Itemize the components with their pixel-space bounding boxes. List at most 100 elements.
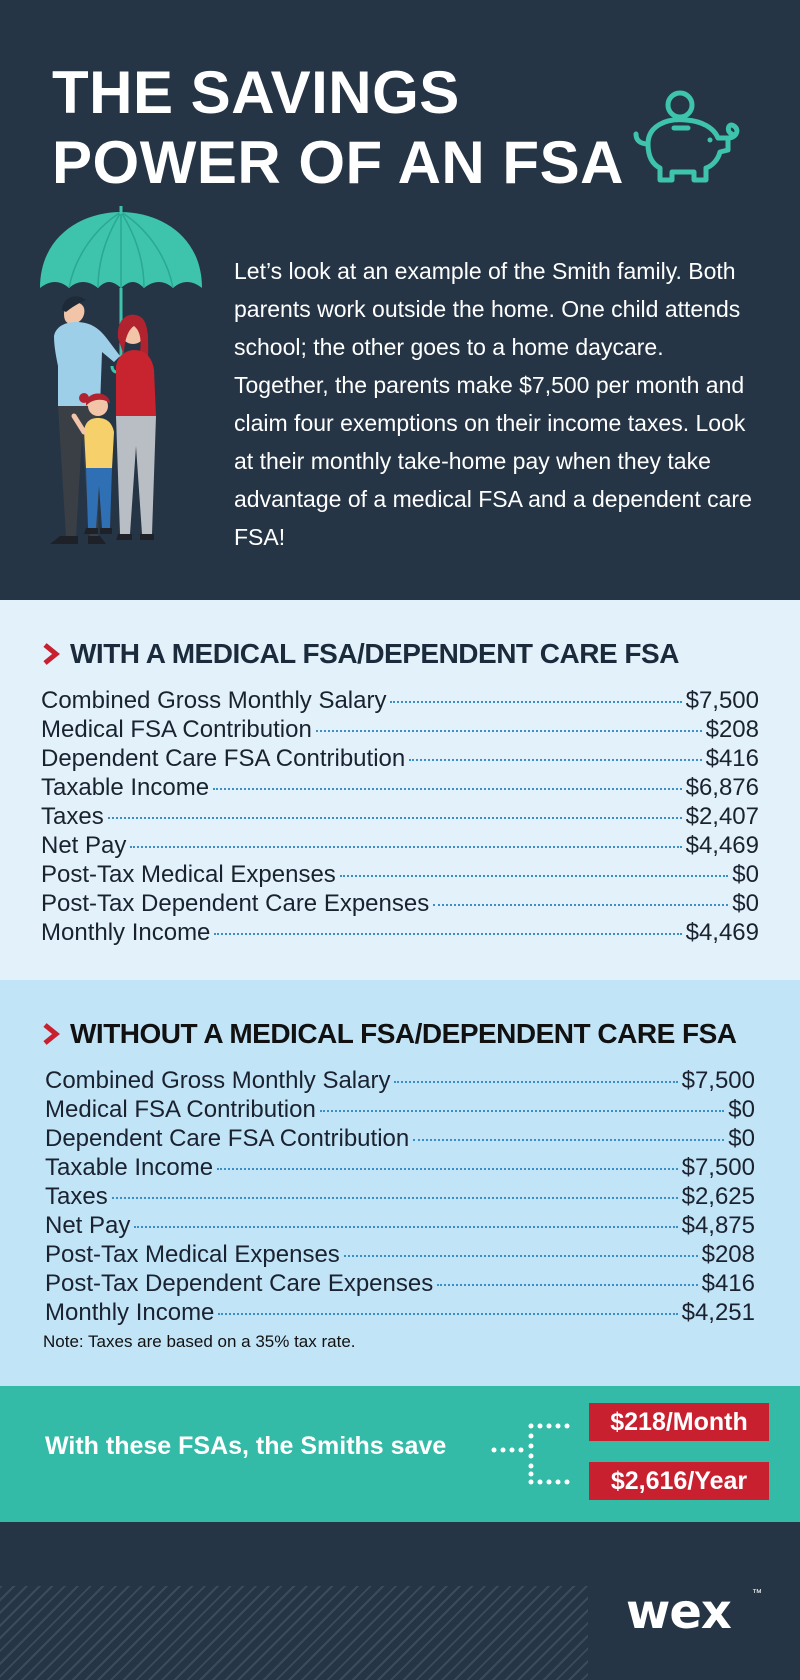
table-row: Net Pay $4,469 xyxy=(41,832,759,861)
without-fsa-table: Combined Gross Monthly Salary $7,500 Med… xyxy=(45,1067,755,1328)
footer: wex ™ xyxy=(0,1522,800,1680)
row-label: Taxes xyxy=(41,803,104,830)
page-title: THE SAVINGS POWER OF AN FSA xyxy=(52,58,624,198)
dot-leader xyxy=(433,904,729,906)
row-value: $7,500 xyxy=(681,1154,755,1181)
with-fsa-heading-text: WITH A MEDICAL FSA/DEPENDENT CARE FSA xyxy=(70,638,679,669)
table-row: Dependent Care FSA Contribution $0 xyxy=(45,1125,755,1154)
row-label: Medical FSA Contribution xyxy=(45,1096,316,1123)
row-label: Net Pay xyxy=(45,1212,131,1239)
dot-leader xyxy=(394,1081,678,1083)
row-label: Taxable Income xyxy=(41,774,210,801)
dot-leader xyxy=(339,875,729,877)
row-value: $2,407 xyxy=(685,803,759,830)
table-row: Post-Tax Dependent Care Expenses $0 xyxy=(41,890,759,919)
dot-leader xyxy=(218,1313,678,1315)
decorative-stripes xyxy=(0,1586,588,1680)
table-row: Medical FSA Contribution $208 xyxy=(41,716,759,745)
row-value: $208 xyxy=(701,1241,755,1268)
dot-leader xyxy=(130,846,682,848)
row-label: Medical FSA Contribution xyxy=(41,716,312,743)
row-label: Combined Gross Monthly Salary xyxy=(41,687,387,714)
row-value: $2,625 xyxy=(681,1183,755,1210)
row-value: $4,469 xyxy=(685,919,759,946)
piggy-bank-icon xyxy=(633,90,740,183)
title-line-2: POWER OF AN FSA xyxy=(52,129,624,196)
row-value: $6,876 xyxy=(685,774,759,801)
table-row: Taxes $2,625 xyxy=(45,1183,755,1212)
without-fsa-heading: WITHOUT A MEDICAL FSA/DEPENDENT CARE FSA xyxy=(42,1018,737,1050)
row-value: $4,875 xyxy=(681,1212,755,1239)
dot-leader xyxy=(111,1197,678,1199)
table-row: Post-Tax Dependent Care Expenses $416 xyxy=(45,1270,755,1299)
row-value: $416 xyxy=(705,745,759,772)
savings-band: With these FSAs, the Smiths save $218/Mo… xyxy=(0,1386,800,1522)
with-fsa-section: WITH A MEDICAL FSA/DEPENDENT CARE FSA Co… xyxy=(0,600,800,980)
chevron-right-icon xyxy=(43,1023,60,1045)
with-fsa-table: Combined Gross Monthly Salary $7,500 Med… xyxy=(41,687,759,948)
row-label: Post-Tax Medical Expenses xyxy=(45,1241,340,1268)
table-row: Post-Tax Medical Expenses $0 xyxy=(41,861,759,890)
table-row: Taxable Income $7,500 xyxy=(45,1154,755,1183)
row-label: Dependent Care FSA Contribution xyxy=(45,1125,410,1152)
dot-leader xyxy=(214,933,682,935)
row-label: Taxable Income xyxy=(45,1154,214,1181)
row-value: $0 xyxy=(728,1096,755,1123)
row-value: $4,251 xyxy=(681,1299,755,1326)
tax-rate-note: Note: Taxes are based on a 35% tax rate. xyxy=(43,1332,356,1351)
with-fsa-heading: WITH A MEDICAL FSA/DEPENDENT CARE FSA xyxy=(42,638,679,670)
table-row: Taxes $2,407 xyxy=(41,803,759,832)
dot-leader xyxy=(217,1168,678,1170)
row-value: $7,500 xyxy=(685,687,759,714)
row-label: Dependent Care FSA Contribution xyxy=(41,745,406,772)
row-label: Post-Tax Dependent Care Expenses xyxy=(41,890,430,917)
yearly-savings-badge: $2,616/Year xyxy=(589,1462,769,1500)
row-value: $0 xyxy=(732,890,759,917)
dot-leader xyxy=(107,817,682,819)
row-value: $0 xyxy=(732,861,759,888)
row-label: Net Pay xyxy=(41,832,127,859)
row-label: Post-Tax Dependent Care Expenses xyxy=(45,1270,434,1297)
dot-leader xyxy=(409,759,702,761)
row-label: Post-Tax Medical Expenses xyxy=(41,861,336,888)
title-line-1: THE SAVINGS xyxy=(52,59,460,126)
chevron-right-icon xyxy=(43,643,60,665)
table-row: Net Pay $4,875 xyxy=(45,1212,755,1241)
table-row: Post-Tax Medical Expenses $208 xyxy=(45,1241,755,1270)
dot-leader xyxy=(390,701,682,703)
table-row: Monthly Income $4,251 xyxy=(45,1299,755,1328)
intro-paragraph: Let’s look at an example of the Smith fa… xyxy=(234,258,752,550)
dot-leader xyxy=(134,1226,678,1228)
family-umbrella-illustration xyxy=(40,206,202,544)
table-row: Monthly Income $4,469 xyxy=(41,919,759,948)
dot-leader xyxy=(413,1139,725,1141)
row-label: Monthly Income xyxy=(41,919,211,946)
row-label: Combined Gross Monthly Salary xyxy=(45,1067,391,1094)
monthly-savings-badge: $218/Month xyxy=(589,1403,769,1441)
row-label: Taxes xyxy=(45,1183,108,1210)
dot-leader xyxy=(437,1284,698,1286)
dot-leader xyxy=(343,1255,698,1257)
table-row: Medical FSA Contribution $0 xyxy=(45,1096,755,1125)
without-fsa-section: WITHOUT A MEDICAL FSA/DEPENDENT CARE FSA… xyxy=(0,980,800,1386)
dot-leader xyxy=(319,1110,725,1112)
row-value: $4,469 xyxy=(685,832,759,859)
row-value: $7,500 xyxy=(681,1067,755,1094)
without-fsa-heading-text: WITHOUT A MEDICAL FSA/DEPENDENT CARE FSA xyxy=(70,1018,737,1049)
row-value: $0 xyxy=(728,1125,755,1152)
table-row: Combined Gross Monthly Salary $7,500 xyxy=(45,1067,755,1096)
table-row: Combined Gross Monthly Salary $7,500 xyxy=(41,687,759,716)
header-section: THE SAVINGS POWER OF AN FSA xyxy=(0,0,800,600)
dotted-connector xyxy=(491,1423,570,1485)
row-label: Monthly Income xyxy=(45,1299,215,1326)
savings-text: With these FSAs, the Smiths save xyxy=(45,1432,447,1460)
row-value: $416 xyxy=(701,1270,755,1297)
trademark-symbol: ™ xyxy=(752,1588,762,1599)
table-row: Taxable Income $6,876 xyxy=(41,774,759,803)
dot-leader xyxy=(315,730,702,732)
table-row: Dependent Care FSA Contribution $416 xyxy=(41,745,759,774)
dot-leader xyxy=(213,788,682,790)
wex-logo: wex xyxy=(626,1584,732,1640)
row-value: $208 xyxy=(705,716,759,743)
